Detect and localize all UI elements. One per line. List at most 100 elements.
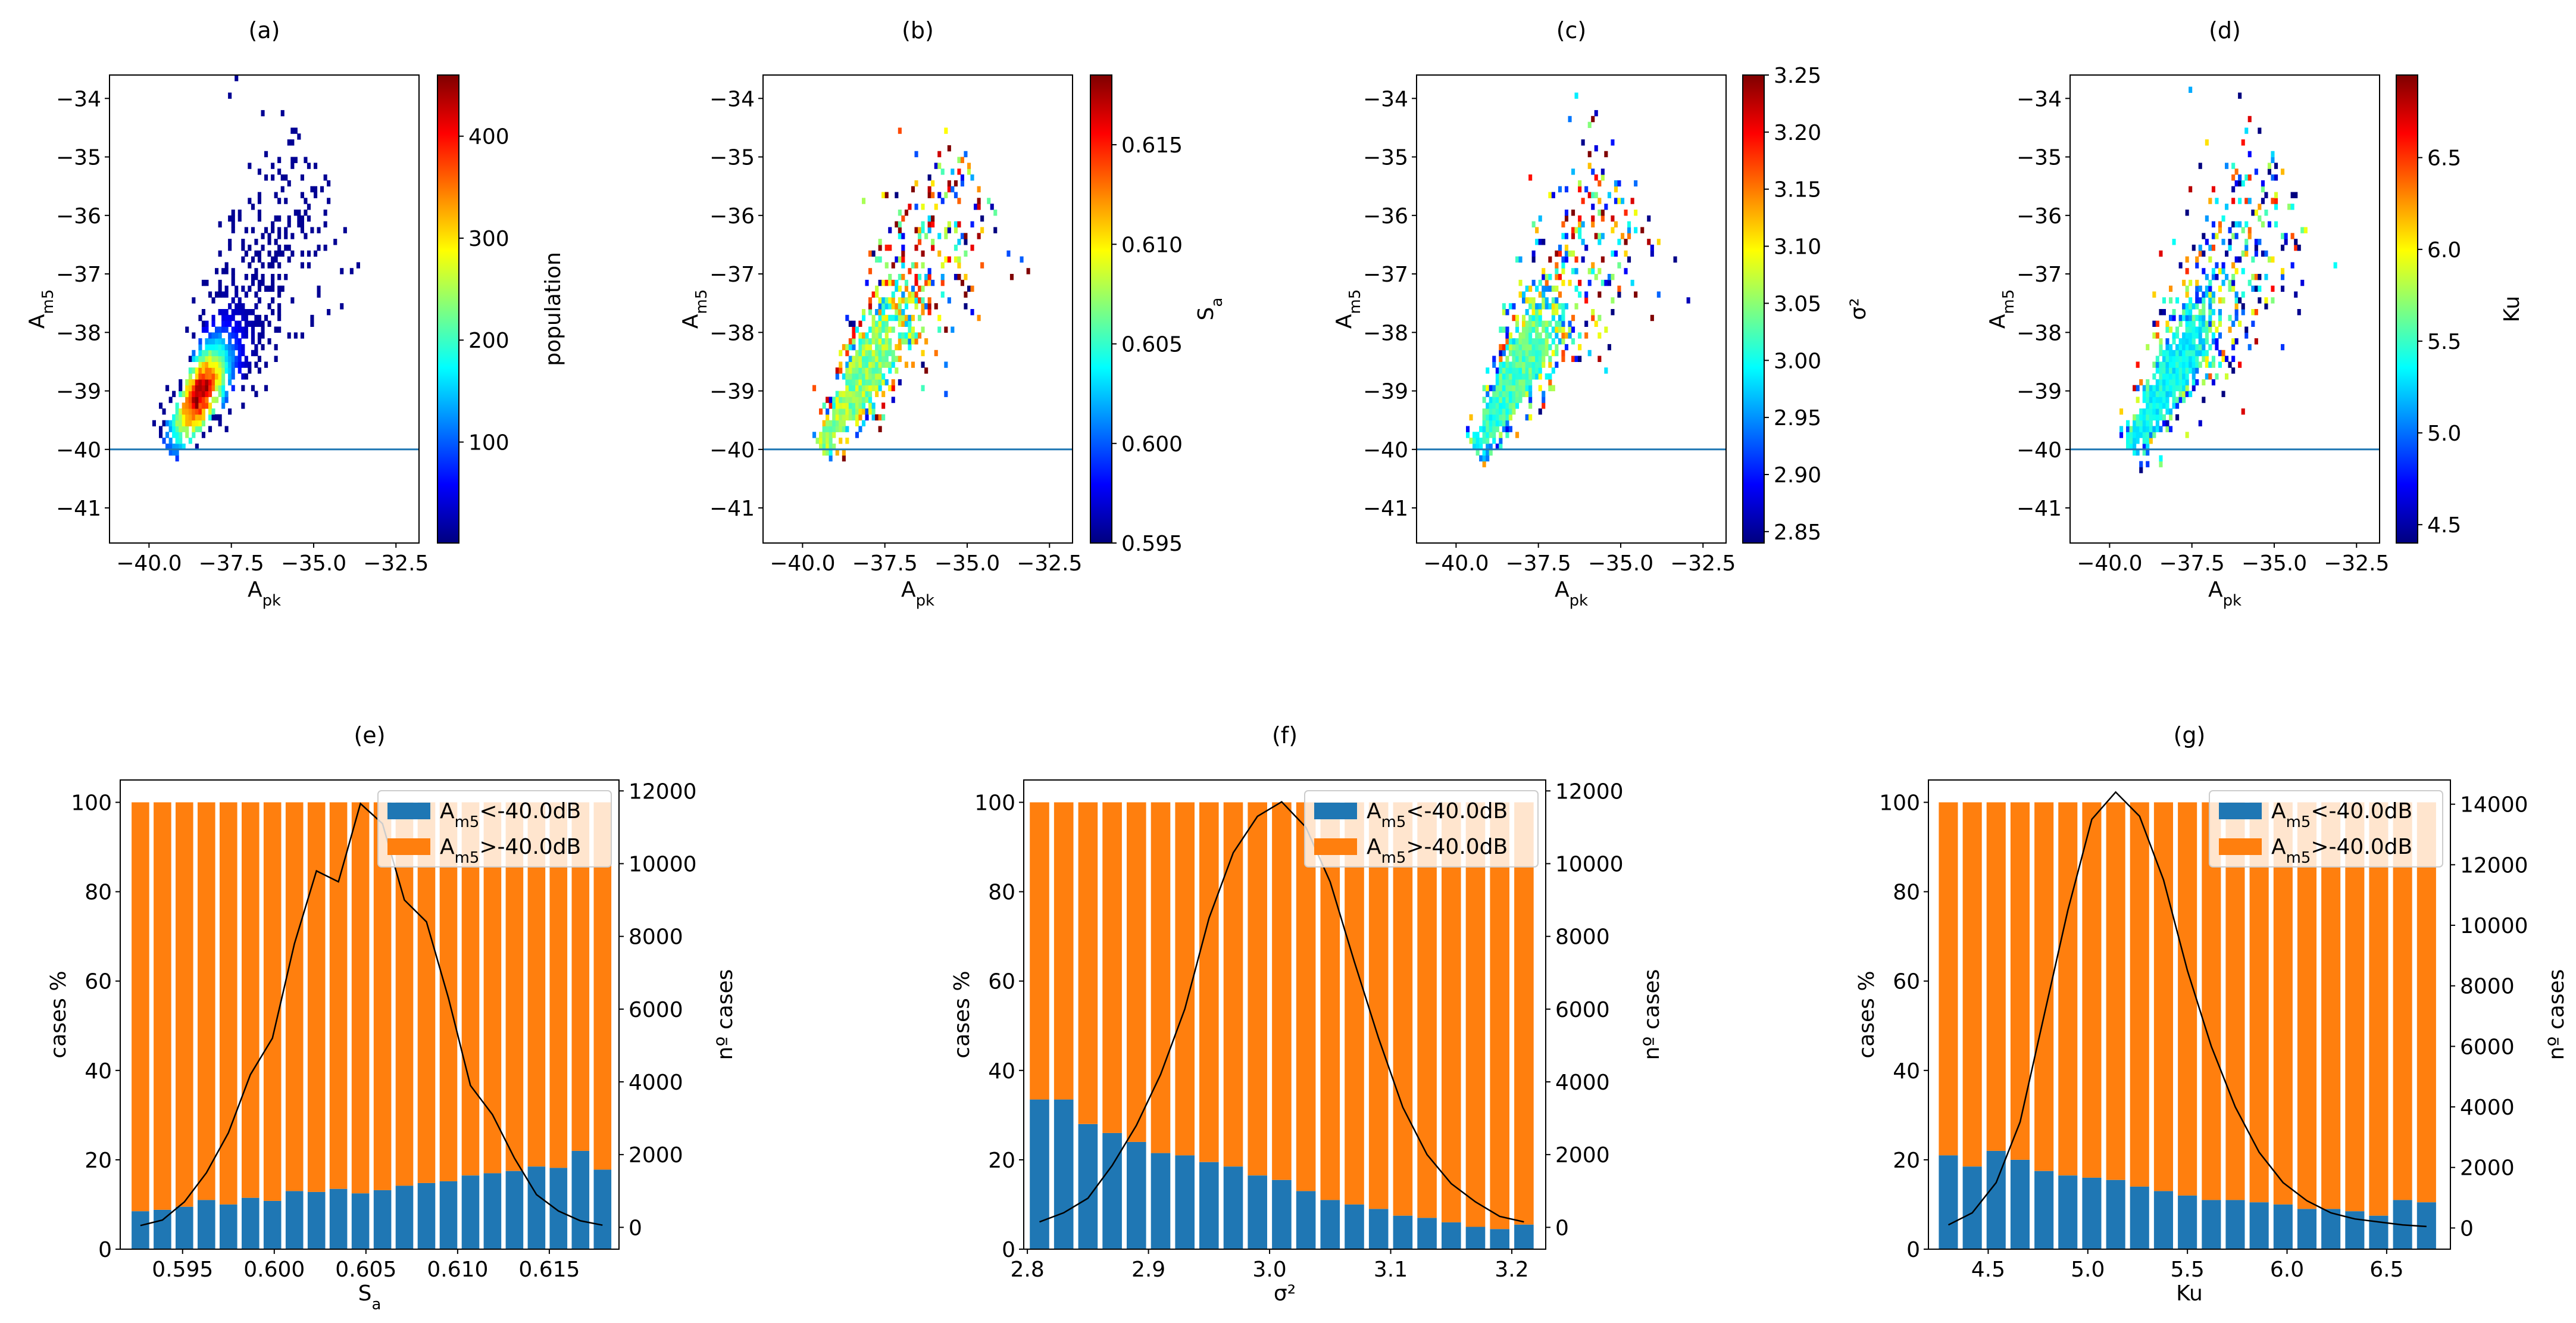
heatmap-cell <box>1558 244 1562 251</box>
heatmap-cell <box>1591 262 1595 269</box>
heatmap-cell <box>1591 309 1595 316</box>
heatmap-cell <box>1492 385 1496 392</box>
heatmap-cell <box>274 355 278 362</box>
heatmap-cell <box>1535 361 1539 368</box>
bar-above <box>1393 802 1413 1216</box>
heatmap-cell <box>300 192 304 198</box>
heatmap-cell <box>881 379 886 386</box>
heatmap-cell <box>1598 198 1602 204</box>
heatmap-cell <box>842 391 846 397</box>
heatmap-cell <box>2231 198 2236 204</box>
heatmap-cell <box>1505 402 1509 409</box>
heatmap-cell <box>845 361 849 368</box>
heatmap-cell <box>862 309 866 316</box>
bar-above <box>1962 802 1982 1167</box>
y-tick-label: 40 <box>988 1059 1015 1084</box>
heatmap-cell <box>2231 233 2236 239</box>
heatmap-cell <box>277 157 282 163</box>
heatmap-cell <box>2231 344 2236 351</box>
heatmap-cell <box>284 174 288 181</box>
heatmap-cell <box>271 274 275 280</box>
heatmap-cell <box>2218 314 2222 322</box>
heatmap-cell <box>208 344 212 351</box>
heatmap-cell <box>2172 361 2176 368</box>
heatmap-cell <box>254 391 258 397</box>
heatmap-cell <box>2192 373 2196 380</box>
heatmap-cell <box>1551 309 1555 316</box>
heatmap-cell <box>839 402 843 409</box>
heatmap-cell <box>1489 385 1493 392</box>
heatmap-cell <box>2136 414 2140 421</box>
heatmap-cell <box>261 279 265 286</box>
bar-below <box>154 1210 171 1249</box>
heatmap-cell <box>2182 344 2186 351</box>
bar-below <box>1102 1132 1122 1249</box>
heatmap-cell <box>2244 332 2249 339</box>
heatmap-cell <box>244 314 248 322</box>
heatmap-cell <box>317 227 321 233</box>
colorbar-tick-label: 400 <box>468 125 509 149</box>
heatmap-cell <box>1508 402 1512 409</box>
heatmap-cell <box>1581 256 1585 263</box>
heatmap-cell <box>2142 438 2146 444</box>
heatmap-cell <box>862 361 866 368</box>
heatmap-cell <box>1512 391 1516 397</box>
heatmap-cell <box>2281 274 2285 280</box>
heatmap-cell <box>960 157 964 163</box>
panel-label: (b) <box>902 17 934 43</box>
heatmap-cell <box>1495 402 1499 409</box>
heatmap-cell <box>865 361 869 368</box>
heatmap-cell <box>1499 385 1503 392</box>
heatmap-cell <box>1545 274 1549 280</box>
heatmap-cell <box>1522 332 1526 339</box>
y2-tick-label: 10000 <box>629 852 697 876</box>
heatmap-cell <box>1542 402 1546 409</box>
heatmap-cell <box>858 408 862 415</box>
heatmap-cell <box>2142 408 2146 415</box>
heatmap-cell <box>1548 303 1552 310</box>
bar-below <box>2297 1209 2316 1249</box>
heatmap-cell <box>235 361 239 368</box>
heatmap-cell <box>881 361 886 368</box>
heatmap-cell <box>1574 285 1578 292</box>
heatmap-cell <box>895 303 899 310</box>
heatmap-cell <box>2290 233 2294 239</box>
heatmap-cell <box>2165 344 2169 351</box>
heatmap-cell <box>261 274 265 280</box>
heatmap-cell <box>858 332 862 339</box>
heatmap-cell <box>2238 221 2242 227</box>
heatmap-cell <box>1026 268 1030 274</box>
heatmap-cell <box>2159 344 2163 351</box>
heatmap-cell <box>895 355 899 362</box>
heatmap-cell <box>858 320 862 327</box>
heatmap-cell <box>1515 344 1520 351</box>
heatmap-cell <box>1564 332 1568 339</box>
heatmap-cell <box>2208 320 2212 327</box>
heatmap-cell <box>221 309 226 316</box>
heatmap-cell <box>2185 291 2189 298</box>
heatmap-cell <box>1475 432 1480 438</box>
heatmap-cell <box>990 204 994 210</box>
heatmap-cell <box>1538 338 1542 345</box>
heatmap-cell <box>198 314 202 322</box>
heatmap-cell <box>2231 320 2236 327</box>
heatmap-cell <box>2155 408 2159 415</box>
heatmap-cell <box>826 414 830 421</box>
heatmap-cell <box>2244 250 2249 257</box>
legend-label: Am5>-40.0dB <box>2271 835 2412 867</box>
heatmap-cell <box>307 163 311 169</box>
heatmap-cell <box>195 391 199 397</box>
heatmap-cell <box>2142 391 2146 397</box>
legend-label: Am5>-40.0dB <box>440 835 581 867</box>
heatmap-cell <box>1555 303 1559 310</box>
heatmap-cell <box>201 350 205 357</box>
heatmap-cell <box>898 297 902 304</box>
heatmap-cell <box>865 367 869 374</box>
heatmap-cell <box>1627 227 1631 233</box>
heatmap-cell <box>2225 373 2229 380</box>
heatmap-cell <box>228 344 232 351</box>
x-axis-label: Apk <box>901 578 934 610</box>
bar-above <box>1223 802 1243 1167</box>
heatmap-cell <box>921 204 925 210</box>
heatmap-cell <box>340 268 344 274</box>
